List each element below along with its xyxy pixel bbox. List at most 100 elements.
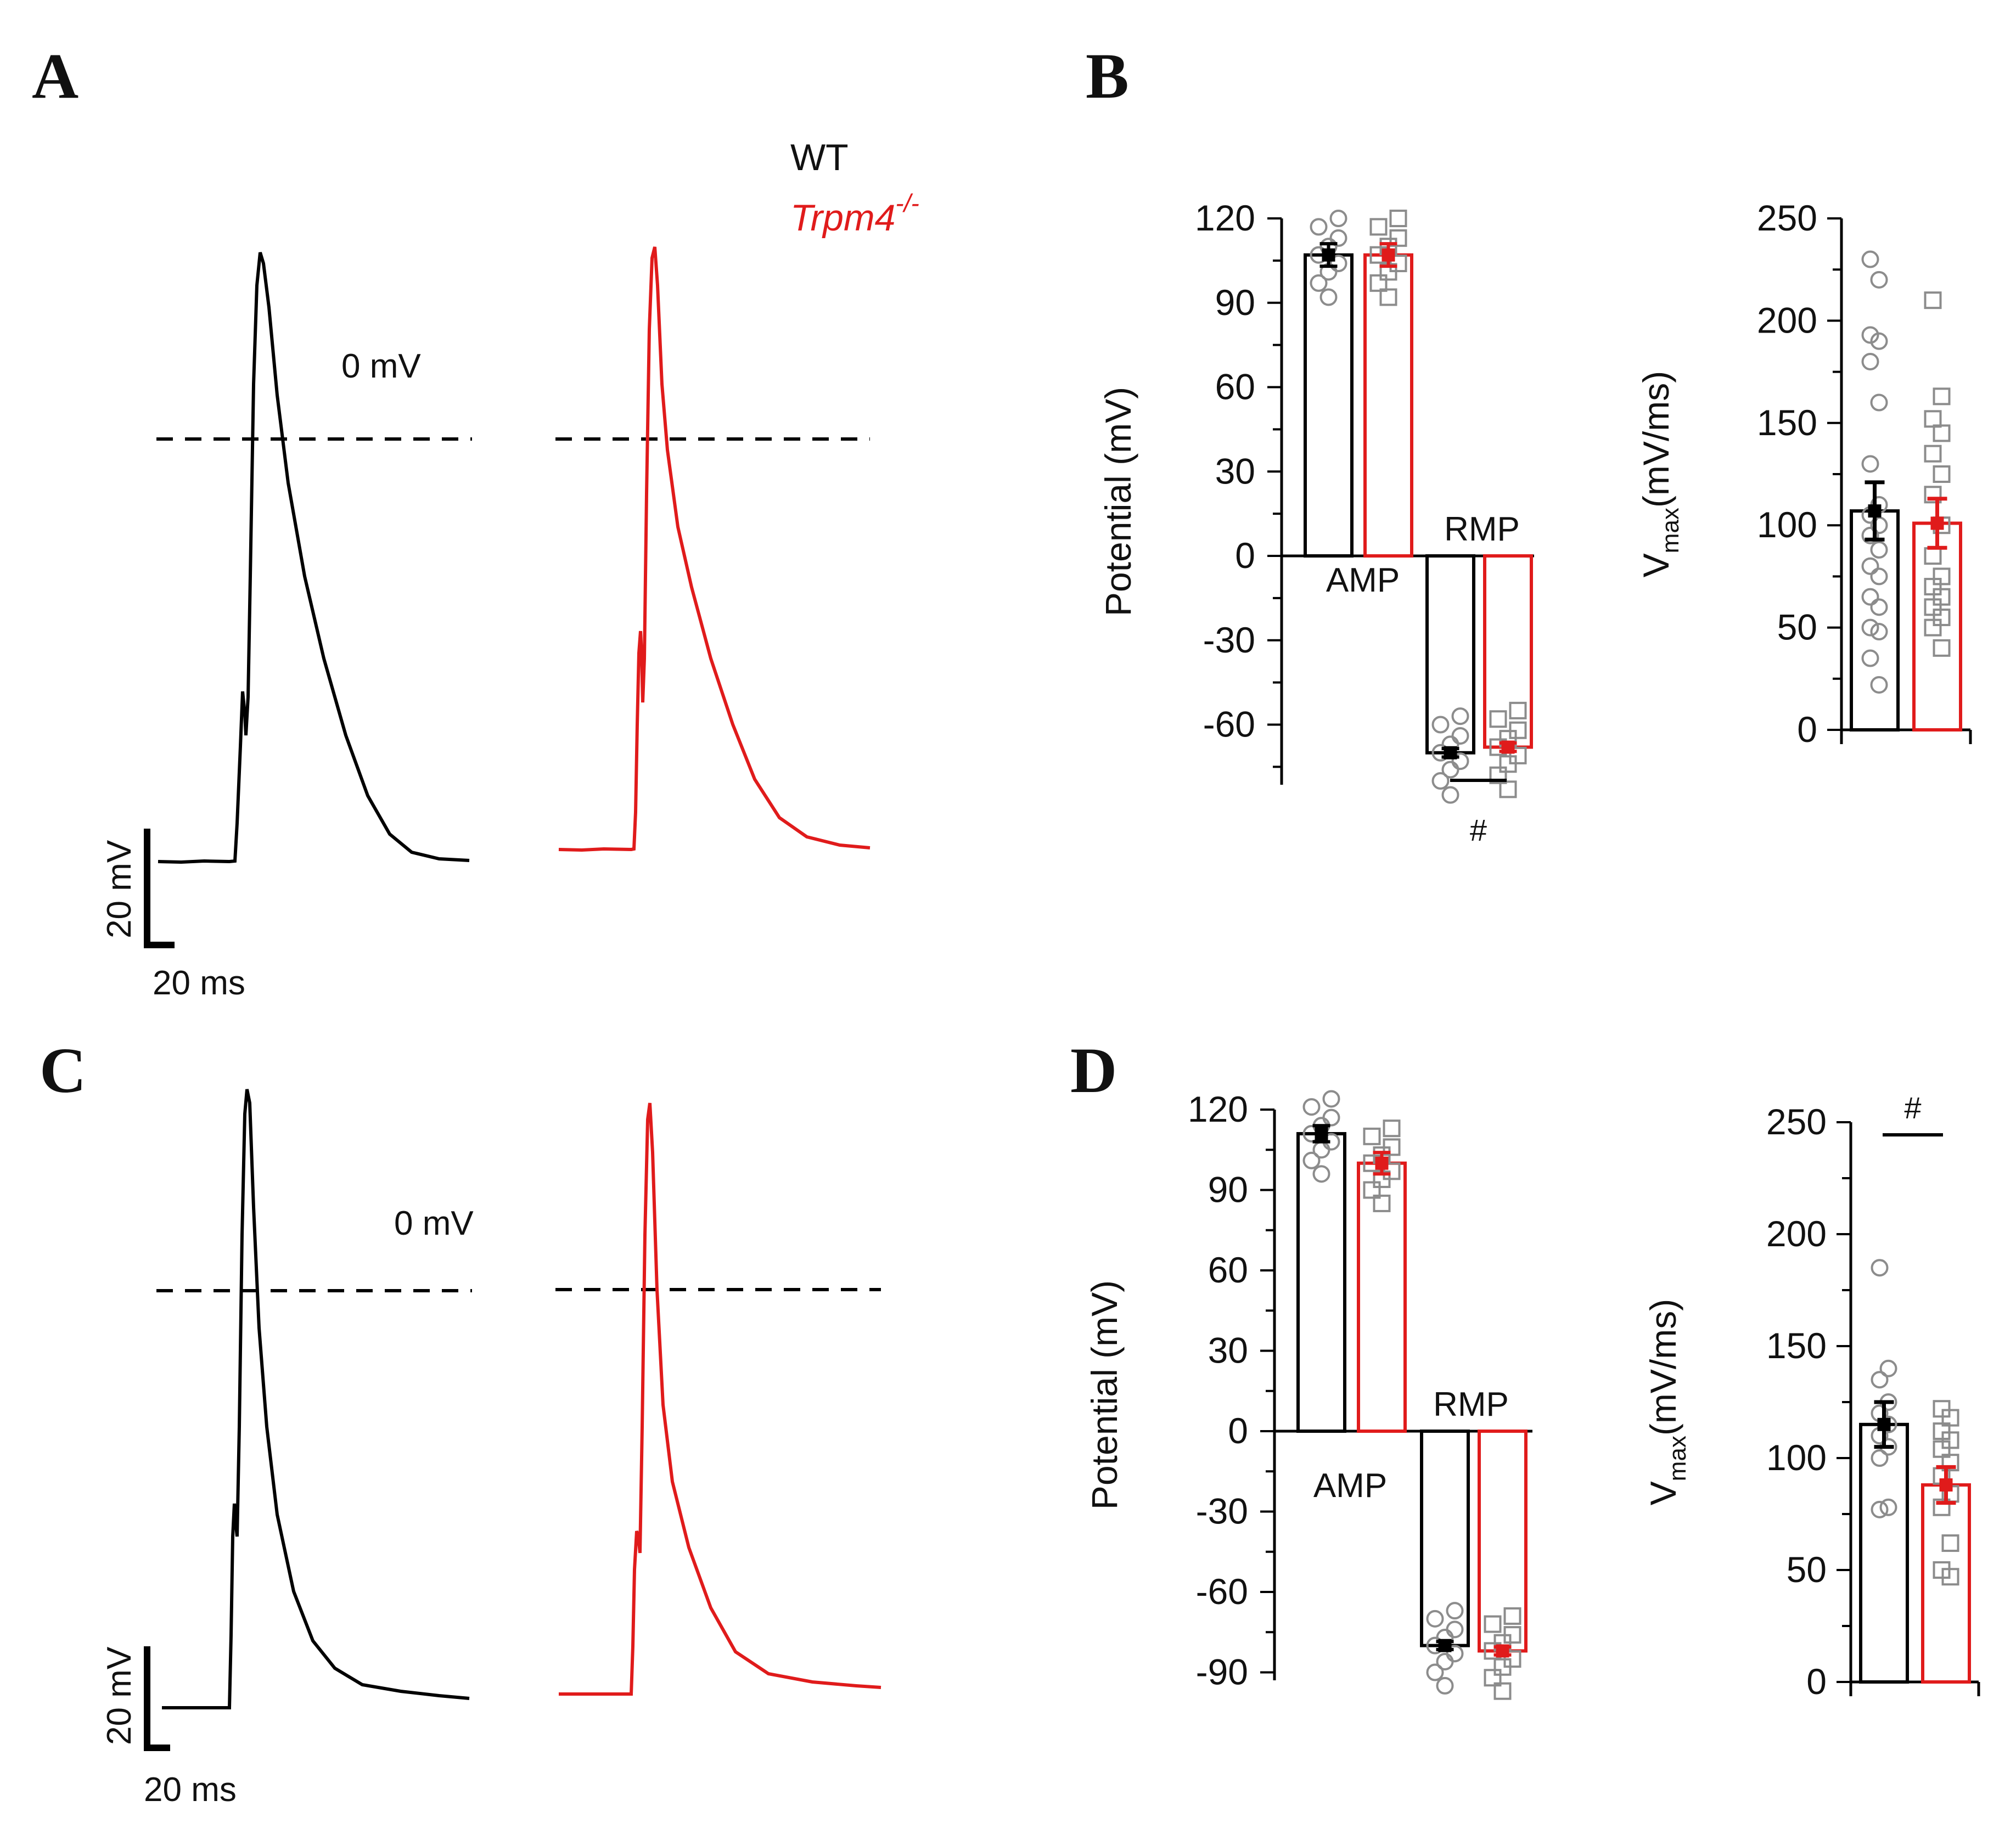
chart-d-potential-mean-marker bbox=[1496, 1644, 1509, 1658]
chart-b-potential-tick-label: 60 bbox=[1215, 367, 1255, 407]
chart-d-potential-point bbox=[1503, 1650, 1521, 1668]
legend-wt: WT bbox=[790, 137, 849, 178]
chart-d-potential-tick-label: 30 bbox=[1208, 1330, 1248, 1371]
chart-b-vmax-y-axis-title-unit: (mV/ms) bbox=[1636, 371, 1676, 508]
legend-ko-superscript: -/- bbox=[895, 189, 919, 217]
chart-b-potential-mean-marker bbox=[1322, 248, 1335, 262]
chart-d-potential-tick-label: 60 bbox=[1208, 1250, 1248, 1290]
chart-d-potential-point bbox=[1436, 1652, 1454, 1670]
panel-a-scale-time: 20 ms bbox=[153, 964, 245, 1002]
chart-d-potential-mean-marker bbox=[1375, 1156, 1389, 1170]
chart-d-vmax-point bbox=[1871, 1500, 1889, 1518]
panel-c-scale-voltage: 20 mV bbox=[100, 1646, 138, 1745]
chart-b-potential-point bbox=[1431, 716, 1450, 734]
chart-b-potential-point bbox=[1489, 710, 1507, 728]
chart-b-potential-bar-amp-wt bbox=[1304, 253, 1354, 558]
panel-c-traces: 0 mV 20 mV 20 ms bbox=[100, 1089, 881, 1809]
panel-a-zero-label: 0 mV bbox=[341, 347, 421, 385]
chart-d-potential-point bbox=[1383, 1119, 1401, 1138]
chart-b-vmax-point bbox=[1861, 588, 1879, 606]
chart-d-potential-point bbox=[1503, 1626, 1521, 1644]
chart-b-potential-point bbox=[1509, 746, 1527, 764]
chart-b-vmax-tick-label: 200 bbox=[1757, 300, 1817, 340]
chart-b-potential-point bbox=[1369, 274, 1388, 292]
chart-d-vmax-point bbox=[1871, 1449, 1889, 1467]
chart-d-vmax-y-axis-title-sub: max bbox=[1664, 1436, 1691, 1481]
chart-b-vmax-point bbox=[1861, 649, 1879, 667]
chart-b-vmax-point bbox=[1924, 410, 1942, 428]
chart-d-potential-point bbox=[1322, 1108, 1340, 1127]
chart-d-vmax-y-axis-title: Vmax(mV/ms) bbox=[1643, 1299, 1691, 1505]
chart-d-vmax-tick-label: 250 bbox=[1766, 1101, 1827, 1142]
panel-c-zero-label: 0 mV bbox=[394, 1205, 474, 1242]
chart-d-potential-tick-label: 0 bbox=[1228, 1410, 1248, 1451]
chart-d-potential-point bbox=[1484, 1615, 1502, 1633]
chart-b-vmax-y-axis-title-sub: max bbox=[1657, 508, 1684, 553]
chart-b-vmax-tick-label: 250 bbox=[1757, 198, 1817, 238]
chart-b-potential-point bbox=[1431, 772, 1450, 790]
chart-d-potential-point bbox=[1312, 1141, 1330, 1159]
chart-b-potential-point bbox=[1310, 274, 1328, 292]
chart-d-vmax-significance-mark: # bbox=[1904, 1090, 1921, 1125]
chart-d-potential-bar-amp-ko bbox=[1357, 1161, 1407, 1433]
chart-b-vmax-point bbox=[1870, 271, 1888, 289]
chart-d-vmax-tick-label: 50 bbox=[1787, 1549, 1827, 1590]
chart-b-vmax-point bbox=[1933, 639, 1951, 657]
chart-b-potential-category-rmp: RMP bbox=[1444, 510, 1520, 548]
chart-d-vmax-point bbox=[1879, 1359, 1897, 1377]
chart-b-potential-significance-mark: # bbox=[1470, 813, 1487, 847]
panel-c-scale-bar: 20 mV 20 ms bbox=[100, 1646, 237, 1809]
chart-b-vmax-point bbox=[1870, 332, 1888, 350]
chart-b-potential-mean-marker bbox=[1444, 746, 1457, 759]
panel-letter-c: C bbox=[40, 1034, 86, 1106]
chart-b-vmax-point bbox=[1924, 547, 1942, 565]
chart-d-potential-bar-amp-wt bbox=[1296, 1132, 1346, 1433]
chart-d-potential-point bbox=[1484, 1669, 1502, 1687]
chart-b-potential-tick-label: -30 bbox=[1203, 620, 1255, 660]
chart-b-vmax-y-axis-title: Vmax(mV/ms) bbox=[1636, 371, 1684, 577]
chart-b-potential-point bbox=[1329, 229, 1347, 247]
chart-b-potential-mean-marker bbox=[1501, 740, 1515, 754]
chart-d-potential-point bbox=[1426, 1663, 1444, 1681]
legend-ko: Trpm4-/- bbox=[790, 189, 919, 239]
chart-b-vmax-point bbox=[1861, 557, 1879, 575]
chart-b-vmax-point bbox=[1861, 526, 1879, 544]
chart-b-vmax-mean-marker bbox=[1930, 516, 1944, 530]
chart-d-potential-tick-label: -30 bbox=[1196, 1491, 1248, 1532]
chart-d-vmax-point bbox=[1941, 1568, 1959, 1586]
chart-d-potential-point bbox=[1446, 1620, 1464, 1639]
chart-b-vmax-point bbox=[1861, 352, 1879, 370]
chart-b-vmax-point bbox=[1870, 598, 1888, 616]
chart-d-vmax-tick-label: 0 bbox=[1806, 1661, 1827, 1702]
chart-d-potential-point bbox=[1322, 1090, 1340, 1108]
chart-b-vmax-y-axis-title-v: V bbox=[1636, 553, 1676, 577]
chart-b-vmax-point bbox=[1870, 541, 1888, 559]
chart-b-potential-tick-label: -60 bbox=[1203, 704, 1255, 745]
panel-letter-b: B bbox=[1086, 40, 1129, 112]
chart-d-potential-y-axis-title: Potential (mV) bbox=[1084, 1280, 1125, 1510]
chart-b-potential-point bbox=[1369, 218, 1388, 236]
chart-b-potential-y-axis-title: Potential (mV) bbox=[1098, 387, 1138, 616]
chart-b-potential-tick-label: 30 bbox=[1215, 451, 1255, 491]
chart-b-potential-tick-label: 90 bbox=[1215, 282, 1255, 323]
chart-d-vmax-point bbox=[1933, 1498, 1951, 1516]
panel-c-trace-wt bbox=[162, 1089, 470, 1709]
chart-b-vmax-point bbox=[1861, 455, 1879, 473]
chart-d-vmax-point bbox=[1871, 1371, 1889, 1389]
chart-b-vmax-point bbox=[1861, 250, 1879, 268]
chart-d-potential-point bbox=[1493, 1682, 1512, 1700]
chart-d-potential: 120 90 60 30 0 -30 -60 -90 Potential (mV) AMP RMP bbox=[1084, 1089, 1532, 1700]
chart-b-vmax: 250 200 150 100 50 0 Vmax(mV/ms) bbox=[1636, 198, 1972, 750]
chart-d-vmax-point bbox=[1879, 1498, 1897, 1516]
chart-b-potential-point bbox=[1310, 218, 1328, 236]
chart-d-vmax-tick-label: 100 bbox=[1766, 1437, 1827, 1478]
chart-b-potential-bar-amp-ko bbox=[1363, 253, 1413, 558]
chart-d-potential-point bbox=[1503, 1607, 1521, 1625]
chart-d-potential-point bbox=[1363, 1127, 1381, 1145]
panel-letter-d: D bbox=[1070, 1034, 1117, 1106]
chart-d-potential-category-rmp: RMP bbox=[1433, 1386, 1509, 1423]
chart-d-vmax-tick-label: 200 bbox=[1766, 1213, 1827, 1254]
chart-b-potential-point bbox=[1379, 288, 1397, 306]
chart-d-potential-tick-label: -60 bbox=[1196, 1571, 1248, 1612]
chart-d-potential-point bbox=[1312, 1165, 1330, 1183]
